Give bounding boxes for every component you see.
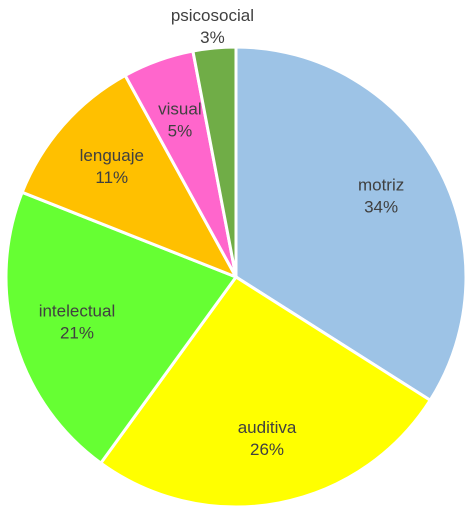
slice-label: intelectual (39, 302, 116, 321)
pie-slice (4, 190, 239, 466)
slice-label: visual (158, 100, 201, 119)
slice-value-label: 3% (200, 28, 225, 47)
slice-value-label: 11% (95, 168, 128, 187)
slice-value-label: 21% (60, 324, 94, 343)
slice-label: lenguaje (80, 146, 144, 165)
slice-value-label: 5% (168, 122, 193, 141)
slice-label: psicosocial (171, 6, 254, 25)
pie-slice (98, 274, 433, 508)
slice-value-label: 26% (250, 440, 284, 459)
slice-value-label: 34% (364, 198, 398, 217)
pie-slice (20, 73, 240, 280)
slice-label: motriz (358, 176, 404, 195)
slice-label: auditiva (238, 418, 297, 437)
pie-slice (191, 45, 238, 278)
